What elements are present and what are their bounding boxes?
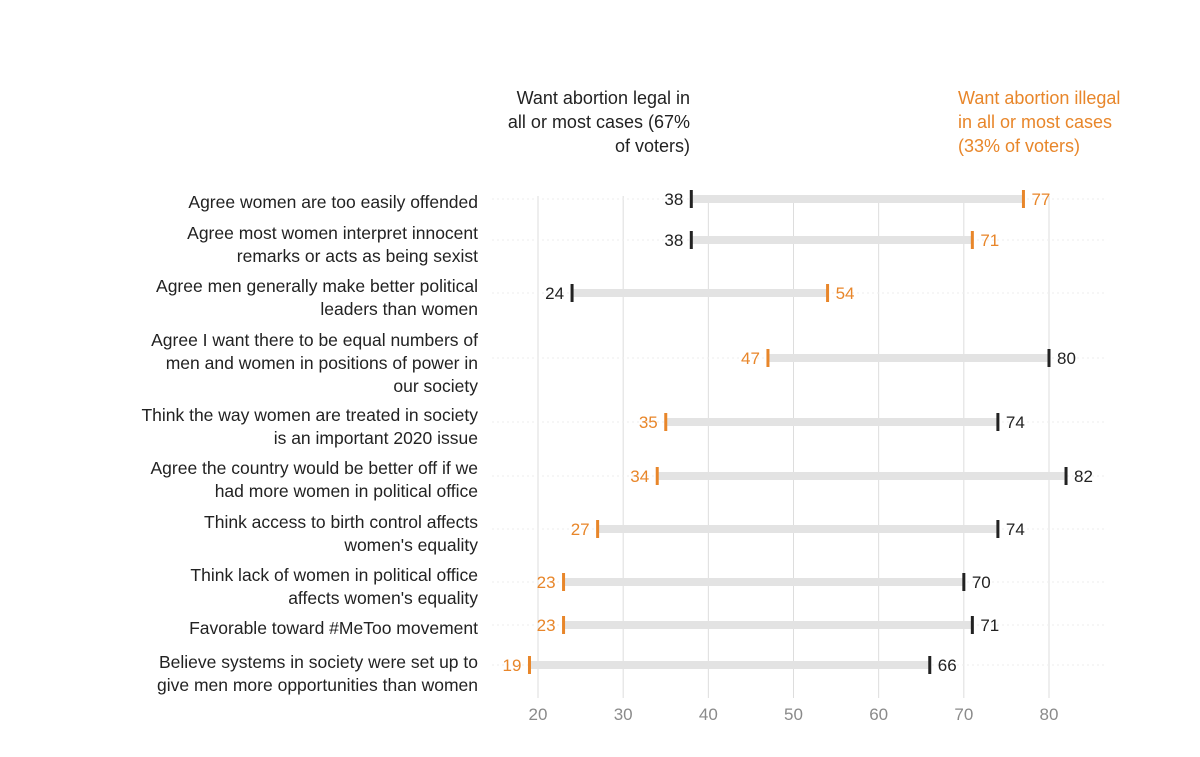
legal-marker-1 xyxy=(689,231,693,249)
legal-marker-9 xyxy=(928,656,932,674)
illegal-marker-7 xyxy=(562,573,566,591)
legal-marker-4 xyxy=(996,413,1000,431)
legal-value-8: 71 xyxy=(980,616,999,635)
illegal-value-9: 19 xyxy=(503,656,522,675)
illegal-value-6: 27 xyxy=(571,520,590,539)
illegal-marker-2 xyxy=(826,284,830,302)
illegal-value-0: 77 xyxy=(1031,190,1050,209)
legal-value-9: 66 xyxy=(938,656,957,675)
range-bar-5 xyxy=(657,472,1067,480)
x-tick-label-50: 50 xyxy=(784,705,803,724)
x-tick-label-80: 80 xyxy=(1040,705,1059,724)
illegal-marker-9 xyxy=(527,656,531,674)
legal-value-4: 74 xyxy=(1006,413,1025,432)
row-label-5: Agree the country would be better off if… xyxy=(150,458,478,501)
x-tick-label-70: 70 xyxy=(954,705,973,724)
illegal-value-3: 47 xyxy=(741,349,760,368)
legal-marker-3 xyxy=(1047,349,1051,367)
range-bar-6 xyxy=(597,525,998,533)
illegal-value-4: 35 xyxy=(639,413,658,432)
legal-value-0: 38 xyxy=(664,190,683,209)
illegal-value-1: 71 xyxy=(980,231,999,250)
legal-value-7: 70 xyxy=(972,573,991,592)
x-tick-label-30: 30 xyxy=(614,705,633,724)
illegal-marker-8 xyxy=(562,616,566,634)
range-bar-4 xyxy=(665,418,998,426)
illegal-marker-1 xyxy=(970,231,974,249)
range-bar-9 xyxy=(529,661,930,669)
legal-value-2: 24 xyxy=(545,284,564,303)
range-bar-3 xyxy=(767,354,1049,362)
range-bar-8 xyxy=(563,621,973,629)
legal-marker-7 xyxy=(962,573,966,591)
legal-marker-0 xyxy=(689,190,693,208)
illegal-value-2: 54 xyxy=(836,284,855,303)
range-bar-0 xyxy=(691,195,1024,203)
legal-value-5: 82 xyxy=(1074,467,1093,486)
illegal-marker-6 xyxy=(596,520,600,538)
legend-legal-header: Want abortion legal in all or most cases… xyxy=(507,88,690,156)
illegal-value-5: 34 xyxy=(630,467,649,486)
row-label-4: Think the way women are treated in socie… xyxy=(141,405,478,448)
row-label-2: Agree men generally make better politica… xyxy=(156,276,478,319)
row-label-1: Agree most women interpret innocent remar… xyxy=(187,223,478,266)
legal-marker-8 xyxy=(970,616,974,634)
illegal-value-8: 23 xyxy=(537,616,556,635)
range-bar-7 xyxy=(563,578,964,586)
legal-value-3: 80 xyxy=(1057,349,1076,368)
illegal-marker-0 xyxy=(1021,190,1025,208)
x-tick-label-40: 40 xyxy=(699,705,718,724)
illegal-marker-3 xyxy=(766,349,770,367)
legal-marker-5 xyxy=(1064,467,1068,485)
legal-marker-6 xyxy=(996,520,1000,538)
x-tick-label-20: 20 xyxy=(529,705,548,724)
row-label-3: Agree I want there to be equal numbers o… xyxy=(151,330,478,396)
illegal-marker-5 xyxy=(655,467,659,485)
legal-value-1: 38 xyxy=(664,231,683,250)
row-label-6: Think access to birth control affects wom… xyxy=(204,512,478,555)
legend-illegal-header: Want abortion illegal in all or most cas… xyxy=(958,88,1121,156)
legal-marker-2 xyxy=(570,284,574,302)
range-bar-2 xyxy=(572,289,828,297)
x-tick-label-60: 60 xyxy=(869,705,888,724)
row-label-9: Believe systems in society were set up t… xyxy=(156,652,478,695)
legal-value-6: 74 xyxy=(1006,520,1025,539)
illegal-marker-4 xyxy=(664,413,668,431)
row-label-8: Favorable toward #MeToo movement xyxy=(189,618,478,638)
range-bar-1 xyxy=(691,236,973,244)
row-label-0: Agree women are too easily offended xyxy=(188,192,478,212)
illegal-value-7: 23 xyxy=(537,573,556,592)
row-label-7: Think lack of women in political office a… xyxy=(190,565,478,608)
